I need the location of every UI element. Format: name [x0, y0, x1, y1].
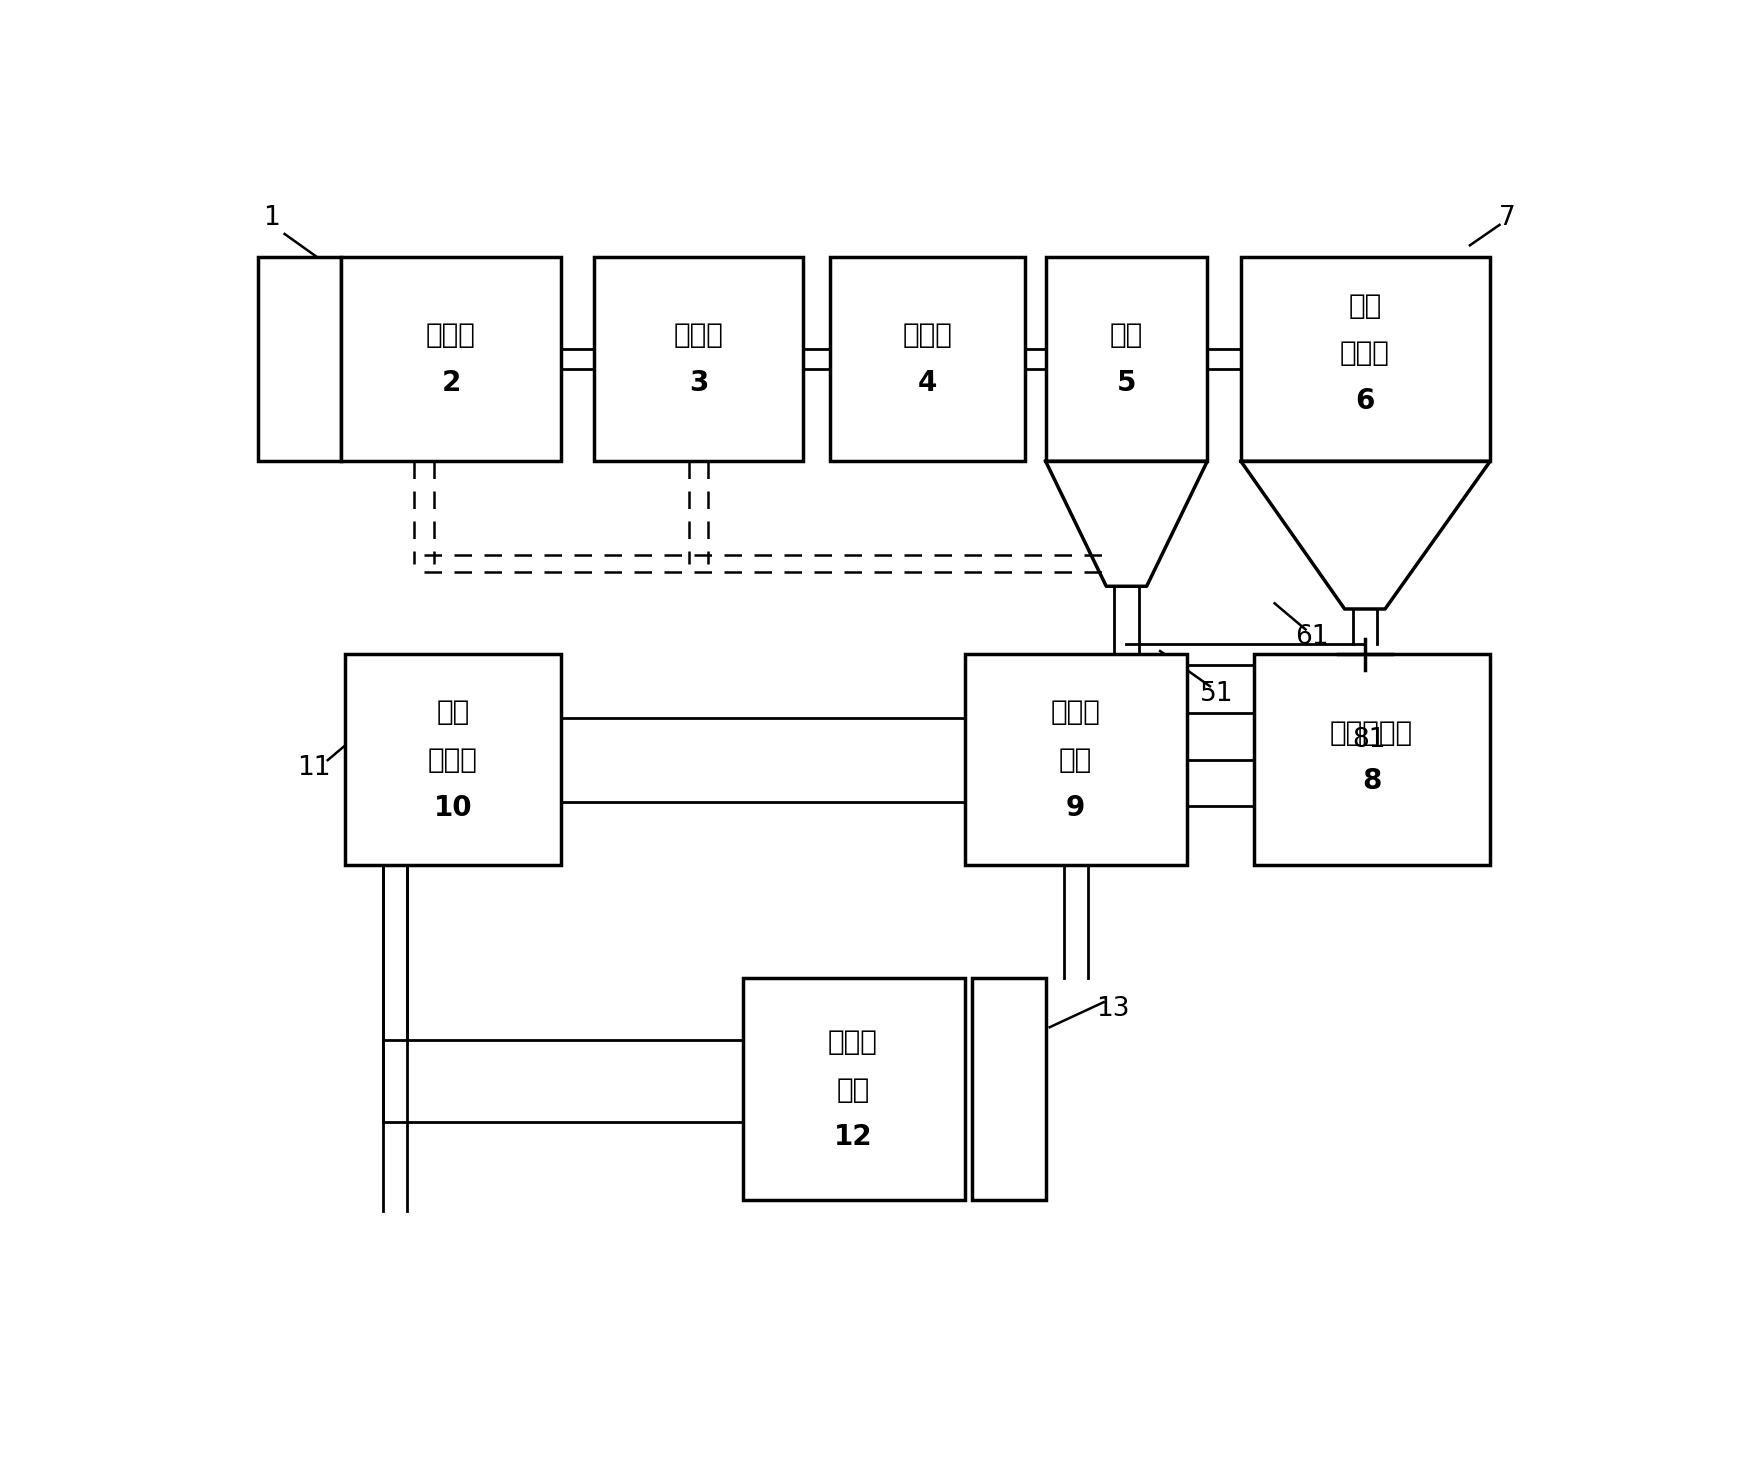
Text: 11: 11 [297, 756, 330, 781]
Text: 1: 1 [262, 205, 280, 232]
Bar [1255, 654, 1489, 865]
Text: 应釜: 应釜 [1058, 747, 1091, 773]
Text: 10: 10 [434, 794, 473, 822]
Text: 2: 2 [441, 369, 461, 397]
Bar [346, 654, 561, 865]
Text: 臭氧发生器: 臭氧发生器 [1330, 719, 1413, 747]
Bar [1046, 257, 1208, 461]
Text: 51: 51 [1199, 682, 1234, 707]
Text: 离器: 离器 [836, 1076, 869, 1104]
Text: 6: 6 [1356, 387, 1375, 415]
Bar [972, 979, 1046, 1200]
Text: 臭氧反: 臭氧反 [1050, 698, 1100, 726]
Text: 7: 7 [1500, 205, 1516, 232]
Text: 61: 61 [1295, 624, 1330, 651]
Bar [965, 654, 1187, 865]
Text: 厌氧池: 厌氧池 [426, 322, 476, 350]
Text: 沉池: 沉池 [1111, 322, 1144, 350]
Bar [831, 257, 1025, 461]
Text: 9: 9 [1065, 794, 1085, 822]
Bar [742, 979, 965, 1200]
Text: 好氧池: 好氧池 [902, 322, 952, 350]
Bar [341, 257, 561, 461]
Text: 第一: 第一 [1349, 292, 1382, 319]
Text: 12: 12 [834, 1123, 872, 1151]
Text: 4: 4 [918, 369, 937, 397]
Text: 第二: 第二 [436, 698, 469, 726]
Text: 3: 3 [688, 369, 709, 397]
Bar [1241, 257, 1489, 461]
Bar [257, 257, 341, 461]
Text: 5: 5 [1118, 369, 1137, 397]
Text: 调蓄池: 调蓄池 [428, 747, 478, 773]
Text: 81: 81 [1352, 726, 1385, 753]
Text: 缺氧池: 缺氧池 [674, 322, 723, 350]
Text: 8: 8 [1363, 766, 1382, 794]
Text: 调蓄池: 调蓄池 [1340, 339, 1390, 368]
Bar [594, 257, 803, 461]
Text: 泥水分: 泥水分 [827, 1027, 878, 1055]
Text: 13: 13 [1097, 996, 1130, 1021]
